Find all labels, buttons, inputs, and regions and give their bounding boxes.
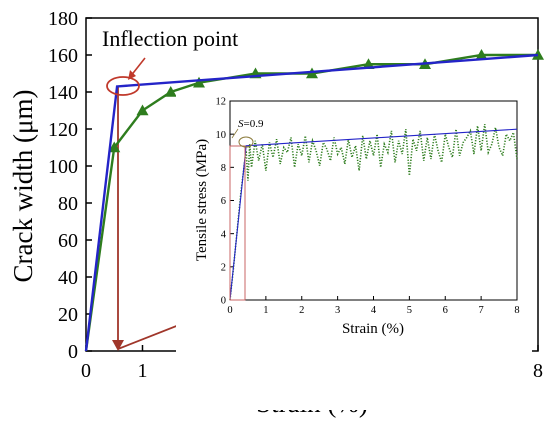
- inset-x-tick-label: 4: [371, 305, 377, 316]
- inset-x-tick-label: 2: [299, 305, 304, 316]
- inset-x-axis-label: Strain (%): [342, 321, 404, 337]
- inset-y-tick-label: 2: [221, 263, 226, 274]
- main-y-tick-label: 60: [58, 230, 78, 252]
- main-series-0-marker: [136, 104, 149, 116]
- inflection-point-ellipse: [106, 76, 140, 96]
- main-series-1-line: [84, 53, 539, 352]
- inset-inflection-ellipse: [238, 136, 254, 148]
- inset-background: [176, 94, 532, 410]
- inset-y-axis-label: Tensile stress (MPa): [194, 139, 210, 261]
- inset-x-tick-label: 0: [227, 305, 232, 316]
- main-y-axis-label: Crack width (μm): [8, 90, 38, 283]
- main-y-tick-label: 120: [48, 119, 78, 141]
- inset-series-1-line: [229, 128, 518, 301]
- inset-y-tick-label: 10: [216, 130, 227, 141]
- main-series-0-marker: [193, 76, 205, 88]
- inset-x-tick-label: 6: [443, 305, 448, 316]
- inset-s-pointer: [231, 128, 239, 139]
- inset-x-tick-label: 8: [514, 305, 519, 316]
- main-y-tick-labels: 0 20 40 60 80 100 120 140 160 180: [48, 8, 78, 363]
- main-series-0-marker: [164, 86, 177, 97]
- inset-highlight-rect: [229, 145, 246, 301]
- inset-x-tick-label: 3: [335, 305, 340, 316]
- inset-y-tick-label: 12: [216, 97, 227, 108]
- inset-series-layer: [229, 124, 518, 301]
- inset-y-tick-label: 6: [221, 196, 226, 207]
- main-y-tick-label: 20: [58, 304, 78, 326]
- inset-y-tick-label: 4: [221, 229, 227, 240]
- main-x-tick-label: 8: [533, 360, 543, 382]
- inset-y-tick-labels: 0 2 4 6 8 10 12: [216, 97, 227, 307]
- inset-y-tick-label: 0: [221, 296, 226, 307]
- inset-s-label: S=0.9: [238, 118, 264, 130]
- arrow-down-head: [112, 340, 124, 351]
- inset-x-tick-label: 5: [407, 305, 412, 316]
- main-series-0-marker: [532, 49, 544, 60]
- inset-series-0-line: [229, 124, 518, 301]
- inset-x-tick-labels: 0 1 2 3 4 5 6 7 8: [227, 305, 519, 316]
- inset-x-tick-label: 1: [263, 305, 268, 316]
- inflection-pointer-arrowhead: [128, 70, 136, 80]
- main-y-tick-label: 180: [48, 8, 78, 30]
- main-y-tick-label: 100: [48, 156, 78, 178]
- main-series-layer: [84, 49, 544, 352]
- main-y-tick-label: 160: [48, 45, 78, 67]
- inset-y-tick-label: 8: [221, 163, 226, 174]
- main-y-tick-label: 0: [68, 341, 78, 363]
- main-y-tick-label: 140: [48, 82, 78, 104]
- main-series-0-marker: [475, 49, 488, 60]
- main-series-0-marker: [108, 141, 121, 153]
- main-y-tick-label: 40: [58, 267, 78, 289]
- main-y-tick-label: 80: [58, 193, 78, 215]
- main-x-tick-label: 1: [138, 360, 148, 382]
- main-x-tick-label: 0: [81, 360, 91, 382]
- inflection-point-label: Inflection point: [102, 26, 238, 51]
- inset-x-tick-label: 7: [479, 305, 484, 316]
